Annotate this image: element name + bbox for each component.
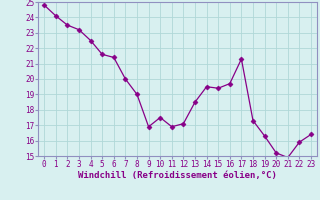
- X-axis label: Windchill (Refroidissement éolien,°C): Windchill (Refroidissement éolien,°C): [78, 171, 277, 180]
